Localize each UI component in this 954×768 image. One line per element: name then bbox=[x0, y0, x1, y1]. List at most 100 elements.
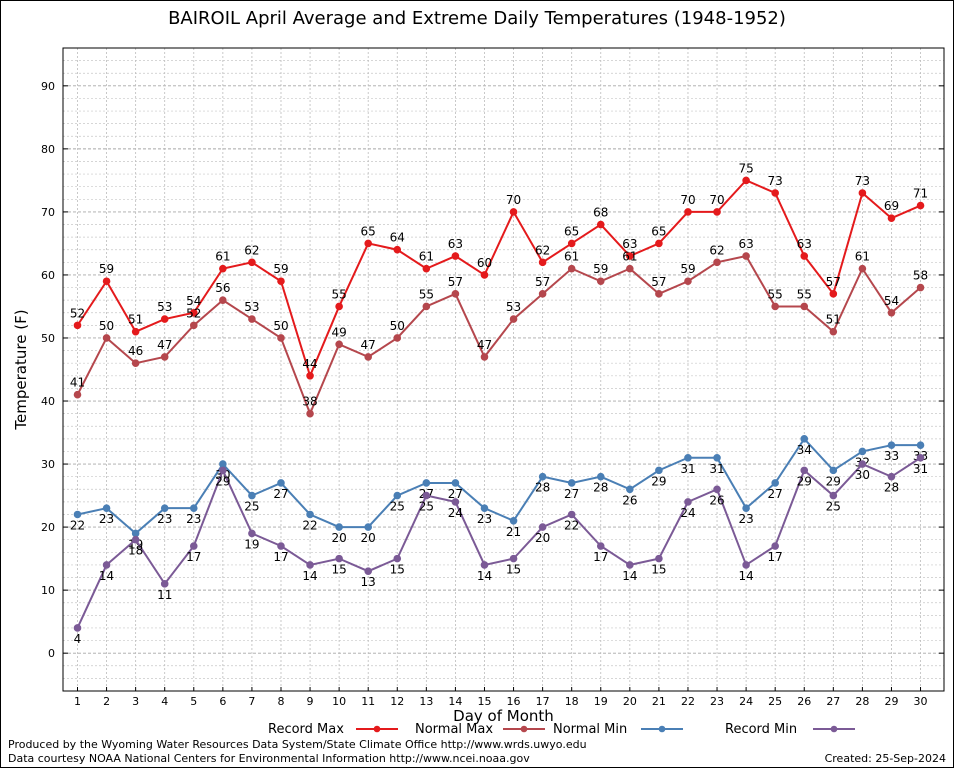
data-label: 63 bbox=[738, 237, 753, 251]
data-point bbox=[771, 189, 779, 197]
data-point bbox=[800, 252, 809, 260]
data-label: 28 bbox=[884, 481, 899, 495]
series-line-0 bbox=[76, 179, 921, 379]
data-point bbox=[596, 220, 605, 229]
data-point bbox=[713, 485, 721, 494]
data-label: 70 bbox=[506, 193, 521, 207]
data-point bbox=[684, 498, 692, 506]
data-label: 13 bbox=[361, 575, 376, 589]
data-label: 4 bbox=[74, 632, 82, 646]
data-label: 73 bbox=[768, 174, 783, 188]
data-point bbox=[277, 277, 285, 286]
data-label: 27 bbox=[564, 487, 579, 501]
data-point bbox=[306, 561, 314, 569]
x-tick-label: 18 bbox=[565, 695, 579, 708]
data-point bbox=[858, 447, 867, 456]
data-label: 59 bbox=[99, 262, 114, 276]
data-point bbox=[131, 359, 140, 367]
data-point bbox=[422, 491, 431, 500]
data-label: 75 bbox=[738, 161, 753, 175]
data-point bbox=[858, 460, 867, 468]
data-label: 52 bbox=[186, 306, 201, 320]
x-tick-label: 4 bbox=[161, 695, 168, 708]
data-label: 21 bbox=[506, 525, 521, 539]
data-label: 64 bbox=[390, 231, 405, 245]
data-point bbox=[451, 290, 460, 298]
y-tick-label: 60 bbox=[41, 269, 55, 282]
x-tick-label: 29 bbox=[884, 695, 898, 708]
data-label: 24 bbox=[448, 506, 463, 520]
data-label: 26 bbox=[622, 493, 637, 507]
data-label: 28 bbox=[535, 481, 550, 495]
data-label: 65 bbox=[564, 224, 579, 238]
data-point bbox=[742, 176, 750, 185]
data-label: 25 bbox=[244, 500, 259, 514]
x-tick-label: 5 bbox=[190, 695, 197, 708]
data-point bbox=[160, 580, 169, 588]
y-tick-label: 70 bbox=[41, 206, 55, 219]
data-point bbox=[596, 277, 605, 286]
data-label: 59 bbox=[593, 262, 608, 276]
data-label: 25 bbox=[419, 500, 434, 514]
data-label: 50 bbox=[273, 319, 288, 333]
data-point bbox=[335, 340, 343, 349]
data-label: 62 bbox=[709, 243, 724, 257]
footer-created: Created: 25-Sep-2024 bbox=[824, 752, 946, 765]
data-point bbox=[684, 453, 692, 462]
data-label: 55 bbox=[797, 287, 812, 301]
x-axis-label: Day of Month bbox=[453, 707, 554, 725]
data-label: 70 bbox=[709, 193, 724, 207]
series-line-1 bbox=[76, 254, 922, 417]
data-point bbox=[131, 529, 140, 538]
data-point bbox=[567, 510, 576, 519]
x-tick-label: 14 bbox=[448, 695, 462, 708]
y-tick-label: 10 bbox=[41, 584, 55, 597]
data-point bbox=[451, 479, 460, 487]
data-label: 55 bbox=[419, 287, 434, 301]
data-point bbox=[509, 554, 518, 563]
data-label: 17 bbox=[593, 550, 608, 564]
data-label: 31 bbox=[709, 462, 724, 476]
data-label: 61 bbox=[215, 250, 230, 264]
y-tick-label: 80 bbox=[41, 143, 55, 156]
x-tick-label: 19 bbox=[594, 695, 608, 708]
data-label: 19 bbox=[128, 537, 143, 551]
data-label: 57 bbox=[535, 275, 550, 289]
data-label: 15 bbox=[651, 563, 666, 577]
data-point bbox=[829, 491, 838, 500]
data-label: 50 bbox=[99, 319, 114, 333]
x-tick-label: 3 bbox=[132, 695, 139, 708]
data-point bbox=[248, 315, 256, 323]
data-label: 69 bbox=[884, 199, 899, 213]
data-point bbox=[887, 214, 896, 223]
x-tick-label: 11 bbox=[361, 695, 375, 708]
data-label: 23 bbox=[157, 512, 172, 526]
data-label: 29 bbox=[215, 474, 230, 488]
data-point bbox=[684, 208, 692, 216]
plot-area bbox=[63, 48, 944, 691]
data-point bbox=[916, 453, 925, 462]
data-point bbox=[538, 472, 547, 481]
data-point bbox=[73, 510, 82, 519]
data-label: 46 bbox=[128, 344, 143, 358]
y-tick-label: 40 bbox=[41, 395, 55, 408]
data-label: 14 bbox=[622, 569, 637, 583]
data-point bbox=[219, 296, 227, 304]
data-point bbox=[655, 466, 663, 475]
data-point bbox=[131, 327, 140, 336]
data-point bbox=[277, 542, 285, 550]
data-point bbox=[335, 302, 343, 311]
data-label: 50 bbox=[390, 319, 405, 333]
y-tick-label: 20 bbox=[41, 521, 55, 534]
data-label: 52 bbox=[70, 306, 85, 320]
data-label: 23 bbox=[477, 512, 492, 526]
data-point bbox=[189, 308, 198, 317]
data-point bbox=[771, 479, 779, 487]
data-point bbox=[538, 523, 547, 531]
data-label: 24 bbox=[680, 506, 695, 520]
data-point bbox=[887, 308, 896, 317]
data-label: 27 bbox=[448, 487, 463, 501]
data-point bbox=[858, 189, 867, 197]
x-tick-label: 10 bbox=[332, 695, 346, 708]
data-point bbox=[800, 466, 809, 475]
